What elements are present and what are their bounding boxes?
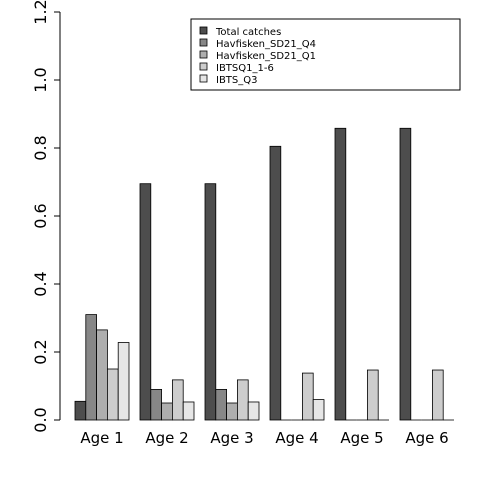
bar-group [399, 127, 454, 421]
bar [85, 314, 98, 421]
legend-label: IBTSQ1_1-6 [216, 63, 274, 74]
y-tick-label: 1.2 [31, 0, 50, 25]
bar [96, 329, 108, 421]
x-category-label: Age 3 [210, 429, 253, 447]
bar-group [74, 314, 130, 421]
legend-label: IBTS_Q3 [216, 75, 258, 86]
x-category-label: Age 4 [275, 429, 318, 447]
x-category-label: Age 1 [80, 429, 123, 447]
y-tick-label: 0.8 [31, 135, 50, 160]
y-axis: 0.0 0.2 0.4 0.6 0.8 1.0 1.2 [31, 0, 61, 433]
bar-group [139, 183, 195, 421]
bar [150, 388, 163, 421]
bar-group [334, 127, 389, 421]
x-axis-labels: Age 1 Age 2 Age 3 Age 4 Age 5 Age 6 [80, 429, 448, 447]
bar [431, 369, 444, 421]
bar [161, 402, 173, 421]
y-tick-label: 0.2 [31, 339, 50, 364]
bar [226, 402, 238, 421]
legend-box [190, 18, 461, 91]
legend-label: Total catches [215, 27, 281, 38]
bar [312, 399, 325, 421]
bar [204, 183, 217, 421]
legend-swatch [199, 26, 208, 35]
x-category-label: Age 2 [145, 429, 188, 447]
bar [366, 369, 379, 421]
y-tick-label: 1.0 [31, 67, 50, 92]
bar [334, 127, 347, 421]
x-category-label: Age 5 [340, 429, 383, 447]
legend-label: Havfisken_SD21_Q1 [216, 51, 316, 62]
y-tick-label: 0.6 [31, 203, 50, 228]
bar [236, 379, 249, 421]
bar [301, 372, 314, 421]
bar [117, 342, 130, 421]
legend-swatch [199, 50, 208, 59]
bar [247, 401, 260, 421]
y-tick-label: 0.4 [31, 271, 50, 296]
bar [74, 400, 87, 421]
legend-swatch [199, 62, 208, 71]
bar-group [269, 145, 325, 421]
bar [139, 183, 152, 421]
bar [107, 368, 119, 421]
bars [74, 127, 454, 421]
bar [215, 388, 228, 421]
x-category-label: Age 6 [405, 429, 448, 447]
bar [171, 379, 184, 421]
legend-swatch [199, 38, 208, 47]
bar-group [204, 183, 260, 421]
legend-label: Havfisken_SD21_Q4 [216, 39, 316, 50]
legend-swatch [199, 74, 208, 83]
bar [269, 145, 282, 421]
legend: Total catchesHavfisken_SD21_Q4Havfisken_… [190, 18, 461, 91]
bar [182, 401, 195, 421]
bar [399, 127, 412, 421]
y-tick-label: 0.0 [31, 407, 50, 432]
